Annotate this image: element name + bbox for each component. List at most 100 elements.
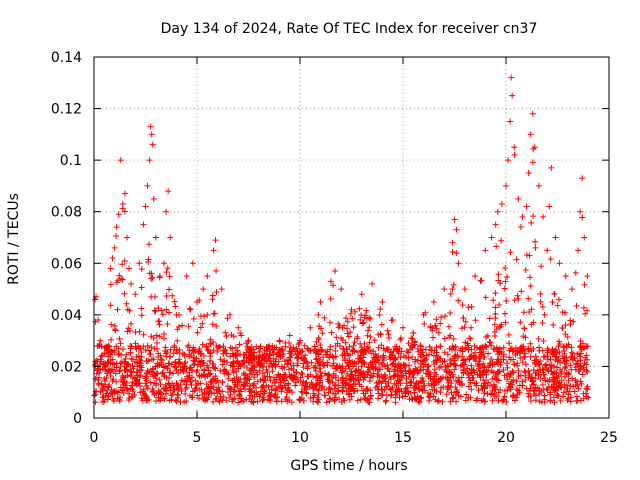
data-point — [491, 321, 498, 328]
data-point — [121, 190, 128, 197]
data-point — [191, 387, 198, 394]
data-point — [269, 368, 276, 375]
data-point — [325, 378, 332, 385]
data-point — [230, 333, 237, 340]
data-point — [377, 330, 384, 337]
data-point — [150, 387, 157, 394]
data-point — [131, 375, 138, 382]
data-point — [323, 399, 330, 406]
data-point — [197, 350, 204, 357]
data-point — [569, 350, 576, 357]
data-point — [280, 351, 287, 358]
data-point — [199, 360, 206, 367]
data-point — [122, 367, 129, 374]
data-point — [275, 358, 282, 365]
data-point — [508, 74, 515, 81]
data-point — [104, 396, 111, 403]
data-point — [390, 352, 397, 359]
data-point — [138, 284, 145, 291]
data-point — [518, 288, 525, 295]
data-point — [122, 359, 129, 366]
data-point — [297, 374, 304, 381]
data-point — [405, 354, 412, 361]
data-point — [127, 343, 134, 350]
data-point — [319, 383, 326, 390]
data-point — [201, 366, 208, 373]
data-point — [498, 348, 505, 355]
data-point — [577, 357, 584, 364]
data-point — [156, 333, 163, 340]
data-point — [514, 292, 521, 299]
data-point — [584, 386, 591, 393]
data-point — [115, 211, 122, 218]
data-point — [345, 333, 352, 340]
data-point — [474, 371, 481, 378]
data-point — [271, 374, 278, 381]
data-point — [121, 290, 128, 297]
data-point — [577, 208, 584, 215]
data-point — [363, 307, 370, 314]
data-point — [488, 234, 495, 241]
data-point — [444, 375, 451, 382]
data-point — [381, 386, 388, 393]
data-point — [555, 380, 562, 387]
x-tick-label: 25 — [600, 430, 618, 446]
data-point — [294, 362, 301, 369]
data-point — [541, 392, 548, 399]
data-point — [498, 237, 505, 244]
data-point — [229, 350, 236, 357]
data-point — [525, 346, 532, 353]
data-point — [384, 383, 391, 390]
data-point — [92, 391, 99, 398]
data-point — [549, 348, 556, 355]
data-point — [485, 350, 492, 357]
data-point — [237, 329, 244, 336]
data-point — [314, 386, 321, 393]
data-point — [468, 366, 475, 373]
data-point — [418, 386, 425, 393]
data-point — [176, 323, 183, 330]
data-point — [363, 386, 370, 393]
data-point — [488, 342, 495, 349]
data-point — [425, 362, 432, 369]
data-point — [449, 239, 456, 246]
data-point — [369, 358, 376, 365]
data-point — [577, 343, 584, 350]
data-point — [278, 388, 285, 395]
data-point — [126, 395, 133, 402]
data-point — [433, 352, 440, 359]
data-point — [98, 380, 105, 387]
data-point — [95, 377, 102, 384]
data-point — [313, 338, 320, 345]
data-point — [93, 370, 100, 377]
data-point — [145, 396, 152, 403]
data-point — [382, 363, 389, 370]
data-point — [190, 315, 197, 322]
data-point — [502, 319, 509, 326]
data-point — [144, 182, 151, 189]
data-point — [539, 366, 546, 373]
data-point — [325, 389, 332, 396]
data-point — [193, 381, 200, 388]
data-point — [216, 398, 223, 405]
data-point — [538, 388, 545, 395]
data-point — [321, 392, 328, 399]
data-point — [425, 351, 432, 358]
data-point — [241, 362, 248, 369]
data-point — [535, 371, 542, 378]
data-point — [414, 345, 421, 352]
data-point — [315, 390, 322, 397]
data-point — [412, 385, 419, 392]
data-point — [433, 316, 440, 323]
data-point — [573, 393, 580, 400]
y-tick-label: 0.08 — [51, 205, 82, 221]
data-point — [492, 310, 499, 317]
data-point — [492, 290, 499, 297]
data-point — [229, 377, 236, 384]
data-point — [530, 319, 537, 326]
data-point — [459, 353, 466, 360]
data-point — [437, 355, 444, 362]
data-point — [173, 311, 180, 318]
data-point — [448, 380, 455, 387]
